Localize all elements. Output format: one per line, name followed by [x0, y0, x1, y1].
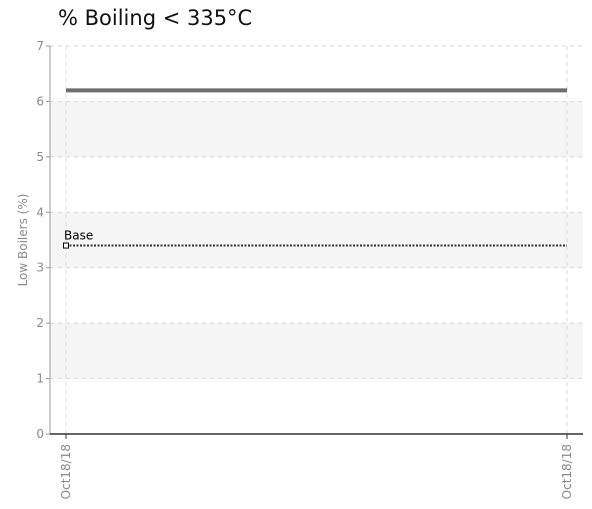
- y-tick-label: 7: [36, 39, 44, 53]
- base-annotation-label: Base: [64, 229, 93, 243]
- y-tick-label: 6: [36, 94, 44, 108]
- grid-band: [50, 101, 583, 157]
- y-tick-label: 5: [36, 150, 44, 164]
- chart-title: % Boiling < 335°C: [58, 6, 253, 30]
- y-tick-label: 0: [36, 427, 44, 441]
- y-tick-label: 4: [36, 205, 44, 219]
- y-axis-label: Low Boilers (%): [16, 194, 30, 287]
- y-tick-label: 1: [36, 372, 44, 386]
- y-tick-label: 2: [36, 316, 44, 330]
- grid-band: [50, 212, 583, 268]
- x-tick-label: Oct18/18: [59, 444, 73, 499]
- y-tick-label: 3: [36, 261, 44, 275]
- base-marker: [63, 242, 69, 249]
- x-tick-label: Oct18/18: [560, 444, 574, 499]
- grid-band: [50, 323, 583, 379]
